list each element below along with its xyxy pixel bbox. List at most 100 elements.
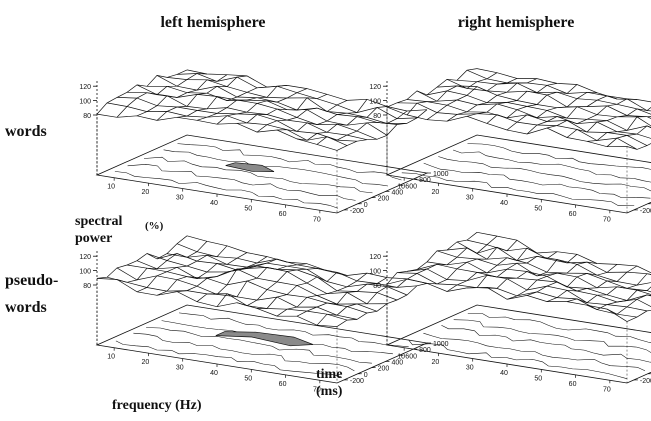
mesh-line — [236, 93, 328, 124]
mesh-line — [386, 106, 628, 148]
x-tick-label: 50 — [244, 205, 252, 212]
mesh-line — [396, 102, 638, 150]
mesh-line — [606, 294, 651, 315]
z-tick-label: 80 — [373, 283, 381, 290]
mesh-line — [116, 73, 208, 118]
mesh-line — [176, 256, 268, 292]
mesh-line — [586, 116, 651, 142]
contour-line — [115, 340, 342, 378]
mesh-line — [446, 78, 538, 122]
x-tick-label: 10 — [107, 354, 115, 361]
y-tick-label: 0 — [364, 372, 368, 379]
column-header-right: right hemisphere — [458, 14, 575, 31]
row-label-pseudo-line2: words — [5, 299, 47, 316]
mesh-line — [196, 258, 288, 302]
mesh-line — [336, 283, 428, 327]
x-tick-label: 40 — [210, 370, 218, 377]
x-tick-label: 60 — [569, 381, 577, 388]
mesh-line — [336, 109, 428, 151]
z-tick-label: 120 — [79, 254, 91, 261]
x-tick-label: 40 — [210, 200, 218, 207]
mesh-line — [466, 83, 558, 117]
mesh-line — [506, 261, 598, 300]
row-label-words: words — [5, 123, 47, 140]
mesh-line — [156, 253, 398, 301]
mesh-line — [136, 74, 228, 117]
z-tick-label: 80 — [83, 283, 91, 290]
surface-panel-2: 8010012010203040506070-20002004006008001… — [79, 235, 449, 393]
y-tick-label: -200 — [350, 378, 364, 385]
mesh-line — [296, 277, 388, 317]
mesh-line — [256, 100, 348, 133]
mesh-line — [446, 247, 651, 293]
contour-line — [146, 327, 372, 364]
mesh-line — [96, 69, 188, 115]
mesh-line — [456, 79, 651, 115]
mesh-line — [156, 75, 398, 125]
mesh-line — [406, 72, 498, 116]
y-tick-label: 0 — [364, 202, 368, 209]
contour-line — [127, 164, 356, 201]
mesh-line — [426, 261, 651, 301]
y-tick-label: -200 — [350, 208, 364, 215]
mesh-line — [626, 310, 651, 322]
mesh-line — [96, 113, 338, 151]
x-tick-label: 70 — [313, 216, 321, 223]
mesh-line — [456, 241, 651, 286]
contour-line — [423, 162, 651, 199]
mesh-line — [426, 90, 651, 131]
mesh-line — [166, 253, 408, 296]
column-header-left: left hemisphere — [160, 14, 265, 31]
x-tick-label: 40 — [500, 370, 508, 377]
z-tick-label: 120 — [369, 254, 381, 261]
x-tick-label: 20 — [432, 189, 440, 196]
contour-line — [401, 172, 635, 206]
mesh-line — [106, 276, 348, 321]
contour-line — [467, 143, 651, 170]
contour-line — [453, 319, 651, 353]
z-unit: (%) — [145, 220, 164, 232]
mesh-line — [526, 264, 618, 296]
x-tick-label: 50 — [534, 205, 542, 212]
mesh-line — [566, 107, 651, 138]
mesh-line — [446, 247, 538, 292]
x-tick-label: 20 — [142, 189, 150, 196]
contour-line — [408, 339, 627, 379]
y-axis-label-line2: (ms) — [316, 384, 343, 399]
surface-panel-0: 8010012010203040506070-20002004006008001… — [79, 69, 449, 223]
y-tick-label: 200 — [378, 366, 390, 373]
z-tick-label: 100 — [369, 99, 381, 106]
z-tick-label: 80 — [373, 113, 381, 120]
mesh-line — [386, 232, 478, 285]
contour-line — [423, 332, 646, 371]
y-tick-label: 600 — [405, 183, 417, 190]
mesh-line — [106, 102, 348, 146]
y-tick-label: 400 — [391, 359, 403, 366]
mesh-line — [626, 143, 651, 150]
mesh-line — [546, 265, 638, 302]
shaded-contour — [225, 162, 275, 172]
mesh-line — [186, 69, 428, 112]
mesh-line — [276, 272, 368, 317]
floor-plane — [385, 304, 651, 384]
mesh-line — [126, 91, 368, 141]
x-tick-label: 10 — [397, 184, 405, 191]
x-tick-label: 70 — [603, 386, 611, 393]
x-tick-label: 10 — [107, 184, 115, 191]
mesh-line — [216, 263, 308, 307]
mesh-line — [486, 254, 578, 289]
contour-line — [441, 324, 651, 363]
x-tick-label: 60 — [569, 211, 577, 218]
contour-line — [178, 312, 409, 348]
x-tick-label: 20 — [432, 359, 440, 366]
mesh-line — [476, 231, 651, 274]
surface-panel-1: 8010012010203040506070-20002004006008001… — [369, 68, 651, 223]
contour-line — [177, 143, 402, 181]
mesh-line — [416, 263, 651, 308]
mesh-line — [316, 278, 408, 326]
y-axis-label-line1: time — [316, 367, 342, 382]
mesh-line — [156, 75, 248, 121]
mesh-line — [386, 68, 478, 108]
